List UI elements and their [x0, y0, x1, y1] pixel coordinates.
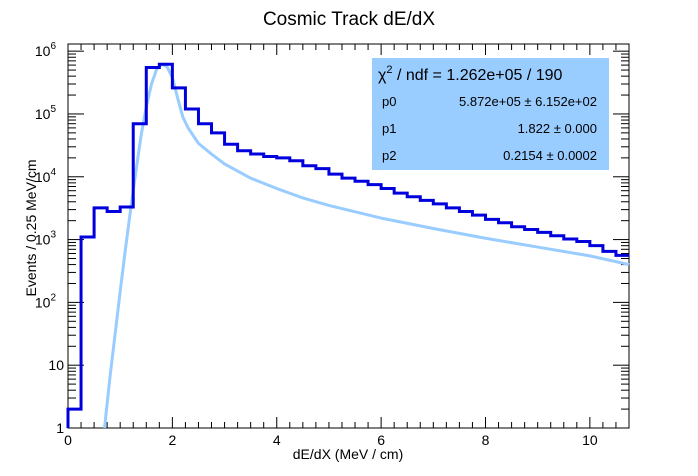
stats-param-name: p2 — [382, 148, 396, 163]
histogram-group — [66, 62, 629, 428]
x-tick-label: 4 — [273, 432, 281, 448]
histogram-bin — [329, 174, 342, 428]
y-tick-label: 105 — [35, 104, 57, 122]
histogram-bin — [381, 189, 394, 428]
y-tick-labels: 1 10 102 103 104 105 106 — [35, 41, 64, 436]
fit-stats-box: χ2 / ndf = 1.262e+05 / 190 p0 5.872e+05 … — [372, 58, 609, 170]
x-tick-label: 0 — [64, 432, 72, 448]
stats-chi2-line: χ2 / ndf = 1.262e+05 / 190 — [378, 64, 563, 84]
stats-param-value: 5.872e+05 ± 6.152e+02 — [459, 94, 597, 109]
histogram-bin — [120, 207, 133, 428]
stats-param-name: p1 — [382, 121, 396, 136]
histogram-bin — [538, 232, 551, 428]
x-tick-label: 10 — [582, 432, 598, 448]
histogram-bin — [603, 251, 616, 428]
histogram-bin — [512, 227, 525, 428]
histogram-bin — [342, 178, 355, 428]
chi2-symbol: χ — [378, 67, 387, 84]
histogram-bin — [133, 124, 146, 428]
x-tick-label: 8 — [482, 432, 490, 448]
histogram-bin — [551, 236, 564, 428]
y-tick-label: 106 — [35, 41, 57, 59]
chart-title: Cosmic Track dE/dX — [263, 9, 435, 30]
histogram-bin — [485, 219, 498, 428]
x-tick-labels: 0 2 4 6 8 10 — [64, 432, 598, 448]
histogram-bin — [407, 197, 420, 428]
histogram-bin — [446, 208, 459, 428]
histogram-bin — [251, 154, 264, 428]
histogram-bin — [238, 151, 251, 428]
chi2-ndf-text: / ndf = 1.262e+05 / 190 — [393, 67, 563, 84]
x-tick-label: 2 — [168, 432, 176, 448]
histogram-bin — [94, 208, 107, 428]
histogram-bin — [159, 64, 172, 428]
fit-curve — [103, 62, 630, 429]
histogram-bin — [459, 211, 472, 428]
x-axis-title: dE/dX (MeV / cm) — [293, 446, 403, 462]
y-tick-label: 103 — [35, 230, 57, 248]
histogram-bin — [577, 242, 590, 428]
y-tick-label: 104 — [35, 167, 57, 185]
histogram-bin — [264, 157, 277, 428]
histogram-bin — [185, 109, 198, 428]
histogram-bin — [212, 133, 225, 428]
histogram-bin — [590, 246, 603, 428]
y-tick-label: 1 — [56, 420, 64, 436]
stats-param-value: 0.2154 ± 0.0002 — [503, 148, 597, 163]
histogram-bin — [146, 67, 159, 428]
histogram-bin — [303, 166, 316, 428]
histogram-bin — [355, 181, 368, 428]
y-axis-title: Events / 0.25 MeV/cm — [23, 160, 39, 297]
histogram-bin — [316, 169, 329, 428]
x-tick-label: 6 — [377, 432, 385, 448]
histogram-bin — [290, 161, 303, 428]
histogram-bin — [564, 239, 577, 428]
chi2-exponent: 2 — [386, 64, 392, 76]
histogram-bin — [368, 185, 381, 428]
histogram-bin — [499, 223, 512, 428]
histogram-bin — [525, 229, 538, 428]
stats-param-value: 1.822 ± 0.000 — [518, 121, 597, 136]
histogram-line — [66, 62, 629, 428]
histogram-bin — [277, 158, 290, 428]
fit-curve-group — [103, 62, 630, 429]
histogram-bin — [107, 211, 120, 428]
y-tick-label: 102 — [35, 292, 57, 310]
histogram-bin — [616, 255, 629, 428]
histogram-bin — [394, 193, 407, 428]
axis-ticks — [67, 44, 630, 429]
y-tick-label: 10 — [48, 357, 64, 373]
histogram-bin — [433, 204, 446, 428]
histogram-bin — [81, 237, 94, 428]
histogram-bin — [172, 88, 185, 428]
stats-param-name: p0 — [382, 94, 396, 109]
stats-box-background — [372, 58, 609, 170]
histogram-bin — [420, 200, 433, 428]
histogram-bin — [68, 409, 81, 428]
histogram-bin — [198, 124, 211, 428]
histogram-bin — [225, 144, 238, 428]
histogram-bin — [472, 215, 485, 428]
